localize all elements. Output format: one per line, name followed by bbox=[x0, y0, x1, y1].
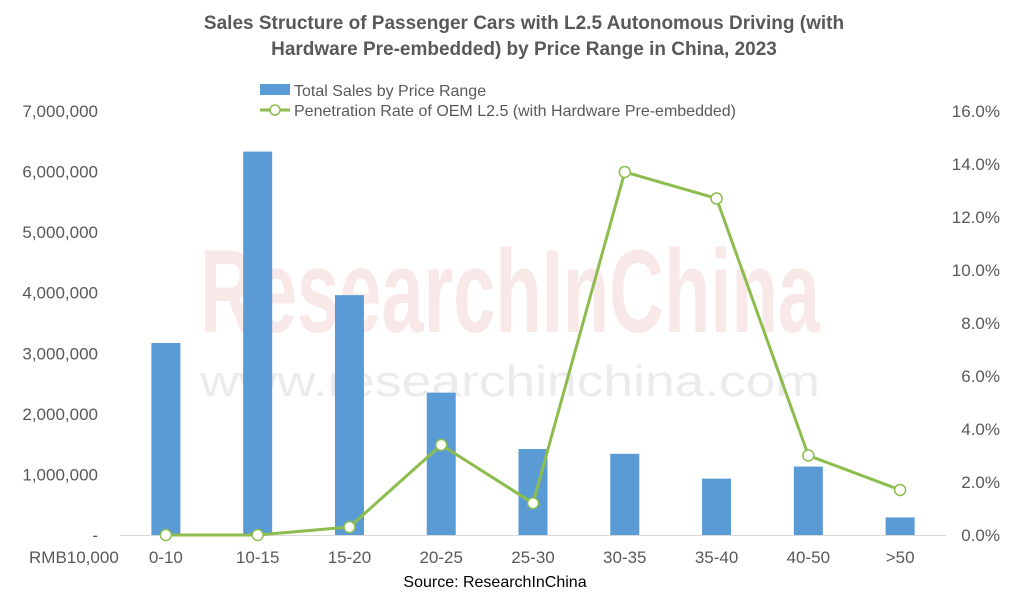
bar bbox=[885, 517, 915, 535]
y-right-tick-label: 10.0% bbox=[952, 261, 1000, 280]
line-point bbox=[710, 192, 723, 205]
line-point bbox=[526, 496, 540, 510]
chart-title-line-1: Sales Structure of Passenger Cars with L… bbox=[204, 13, 844, 34]
y-left-tick-label: 6,000,000 bbox=[22, 163, 98, 182]
line-point bbox=[434, 438, 448, 452]
bar bbox=[610, 453, 640, 535]
x-tick-label: 30-35 bbox=[603, 548, 646, 567]
bar bbox=[243, 151, 273, 535]
y-left-tick-label: 3,000,000 bbox=[22, 344, 98, 363]
x-tick-label: 35-40 bbox=[695, 548, 738, 567]
x-tick-label: >50 bbox=[886, 548, 915, 567]
watermark: ResearchInChina www.researchinchina.com bbox=[199, 226, 821, 406]
bar bbox=[426, 392, 456, 535]
y-left-tick-label: 7,000,000 bbox=[22, 102, 98, 121]
x-tick-label: 0-10 bbox=[149, 548, 183, 567]
legend-swatch-bar bbox=[260, 84, 290, 95]
bar bbox=[793, 466, 823, 535]
legend-label-penetration: Penetration Rate of OEM L2.5 (with Hardw… bbox=[294, 103, 736, 120]
line-point bbox=[893, 483, 907, 497]
x-tick-label: 25-30 bbox=[511, 548, 554, 567]
legend-label-sales: Total Sales by Price Range bbox=[294, 83, 486, 100]
line-series bbox=[159, 165, 907, 542]
y-right-tick-label: 16.0% bbox=[952, 102, 1000, 121]
y-axis-right: 0.0% 2.0% 4.0% 6.0% 8.0% 10.0% 12.0% 14.0% 16.0% bbox=[952, 102, 1000, 545]
line-point bbox=[802, 449, 815, 462]
bar bbox=[334, 295, 364, 535]
x-tick-label: 40-50 bbox=[787, 548, 830, 567]
line-point bbox=[251, 528, 264, 542]
y-right-tick-label: 0.0% bbox=[961, 526, 1000, 545]
x-unit-label: RMB10,000 bbox=[29, 548, 119, 567]
y-left-tick-label: 5,000,000 bbox=[22, 223, 98, 242]
legend: Total Sales by Price Range Penetration R… bbox=[260, 83, 736, 120]
x-tick-label: 10-15 bbox=[236, 548, 279, 567]
y-right-tick-label: 6.0% bbox=[961, 367, 1000, 386]
y-right-tick-label: 8.0% bbox=[961, 314, 1000, 333]
watermark-logo: ResearchInChina bbox=[200, 226, 821, 358]
y-left-tick-label: 2,000,000 bbox=[22, 405, 98, 424]
y-left-tick-label: 1,000,000 bbox=[22, 465, 98, 484]
line-point bbox=[618, 165, 632, 179]
y-left-tick-label: - bbox=[92, 526, 98, 545]
legend-swatch-marker bbox=[269, 104, 281, 116]
watermark-url: www.researchinchina.com bbox=[199, 357, 820, 406]
y-right-tick-label: 4.0% bbox=[961, 420, 1000, 439]
bar-series bbox=[151, 151, 915, 535]
y-right-tick-label: 14.0% bbox=[952, 155, 1000, 174]
y-left-tick-label: 4,000,000 bbox=[22, 284, 98, 303]
x-axis: 0-10 10-15 15-20 20-25 25-30 30-35 35-40 40-50 >… bbox=[149, 548, 915, 567]
x-tick-label: 15-20 bbox=[328, 548, 371, 567]
source-note: Source: ResearchInChina bbox=[403, 574, 586, 591]
bar bbox=[702, 478, 732, 535]
y-right-tick-label: 12.0% bbox=[952, 208, 1000, 227]
chart-title-line-2: Hardware Pre-embedded) by Price Range in… bbox=[271, 39, 777, 60]
x-tick-label: 20-25 bbox=[419, 548, 462, 567]
line-point bbox=[343, 520, 356, 534]
line-point bbox=[159, 528, 173, 542]
bar bbox=[151, 342, 181, 535]
chart-title: Sales Structure of Passenger Cars with L… bbox=[204, 13, 844, 60]
y-axis-left: - 1,000,000 2,000,000 3,000,000 4,000,000 5,0… bbox=[22, 102, 98, 545]
y-right-tick-label: 2.0% bbox=[961, 473, 1000, 492]
